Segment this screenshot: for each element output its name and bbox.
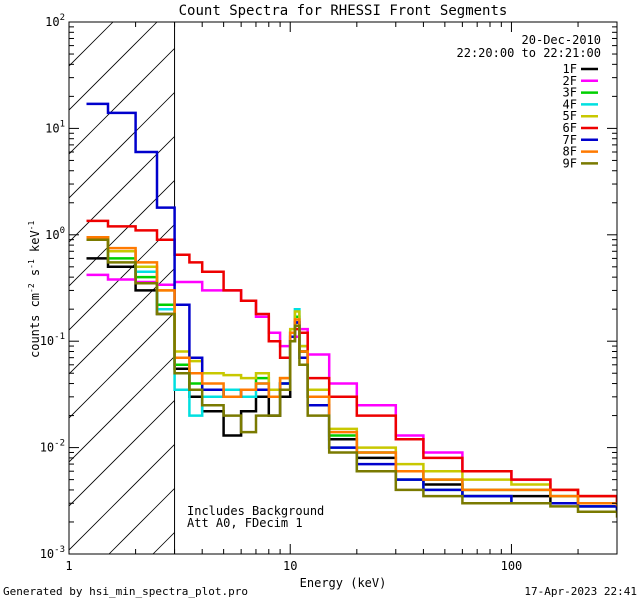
series-layer — [86, 102, 617, 518]
x-axis-ticks: 1 10 100 — [65, 22, 618, 573]
series-9F — [86, 238, 617, 518]
x-tick-label: 10 — [283, 559, 297, 573]
date-label: 20-Dec-2010 — [522, 33, 601, 47]
legend-label-3F: 3F — [563, 86, 577, 100]
x-axis-label: Energy (keV) — [300, 576, 387, 590]
legend-label-5F: 5F — [563, 109, 577, 123]
y-tick-label: 10-1 — [40, 332, 65, 348]
chart-title: Count Spectra for RHESSI Front Segments — [179, 3, 508, 19]
legend-label-6F: 6F — [563, 121, 577, 135]
y-tick-label: 101 — [45, 119, 65, 135]
legend-label-1F: 1F — [563, 62, 577, 76]
x-tick-label: 100 — [501, 559, 523, 573]
y-tick-label: 10-2 — [40, 439, 65, 455]
hatch-line — [69, 22, 202, 155]
timestamp-label: 17-Apr-2023 22:41 — [524, 585, 637, 598]
y-tick-label: 100 — [45, 226, 65, 242]
legend-label-8F: 8F — [563, 145, 577, 159]
legend-label-2F: 2F — [563, 74, 577, 88]
annotation-attenuator: Att A0, FDecim 1 — [187, 516, 303, 530]
generated-by-label: Generated by hsi_min_spectra_plot.pro — [3, 585, 248, 598]
legend-label-7F: 7F — [563, 133, 577, 147]
x-tick-label: 1 — [65, 559, 72, 573]
legend-label-9F: 9F — [563, 156, 577, 170]
time-range-label: 22:20:00 to 22:21:00 — [457, 46, 602, 60]
plot-frame — [68, 21, 618, 555]
legend-label-4F: 4F — [563, 97, 577, 111]
y-axis-label: counts cm-2 s-1 keV-1 — [27, 221, 42, 358]
y-tick-label: 10-3 — [40, 545, 65, 561]
y-tick-label: 102 — [45, 13, 65, 29]
y-axis-ticks: 10-3 10-2 10-1 100 101 102 — [40, 13, 617, 561]
hatch-line — [69, 22, 246, 199]
annotation-background: Includes Background — [187, 504, 324, 518]
